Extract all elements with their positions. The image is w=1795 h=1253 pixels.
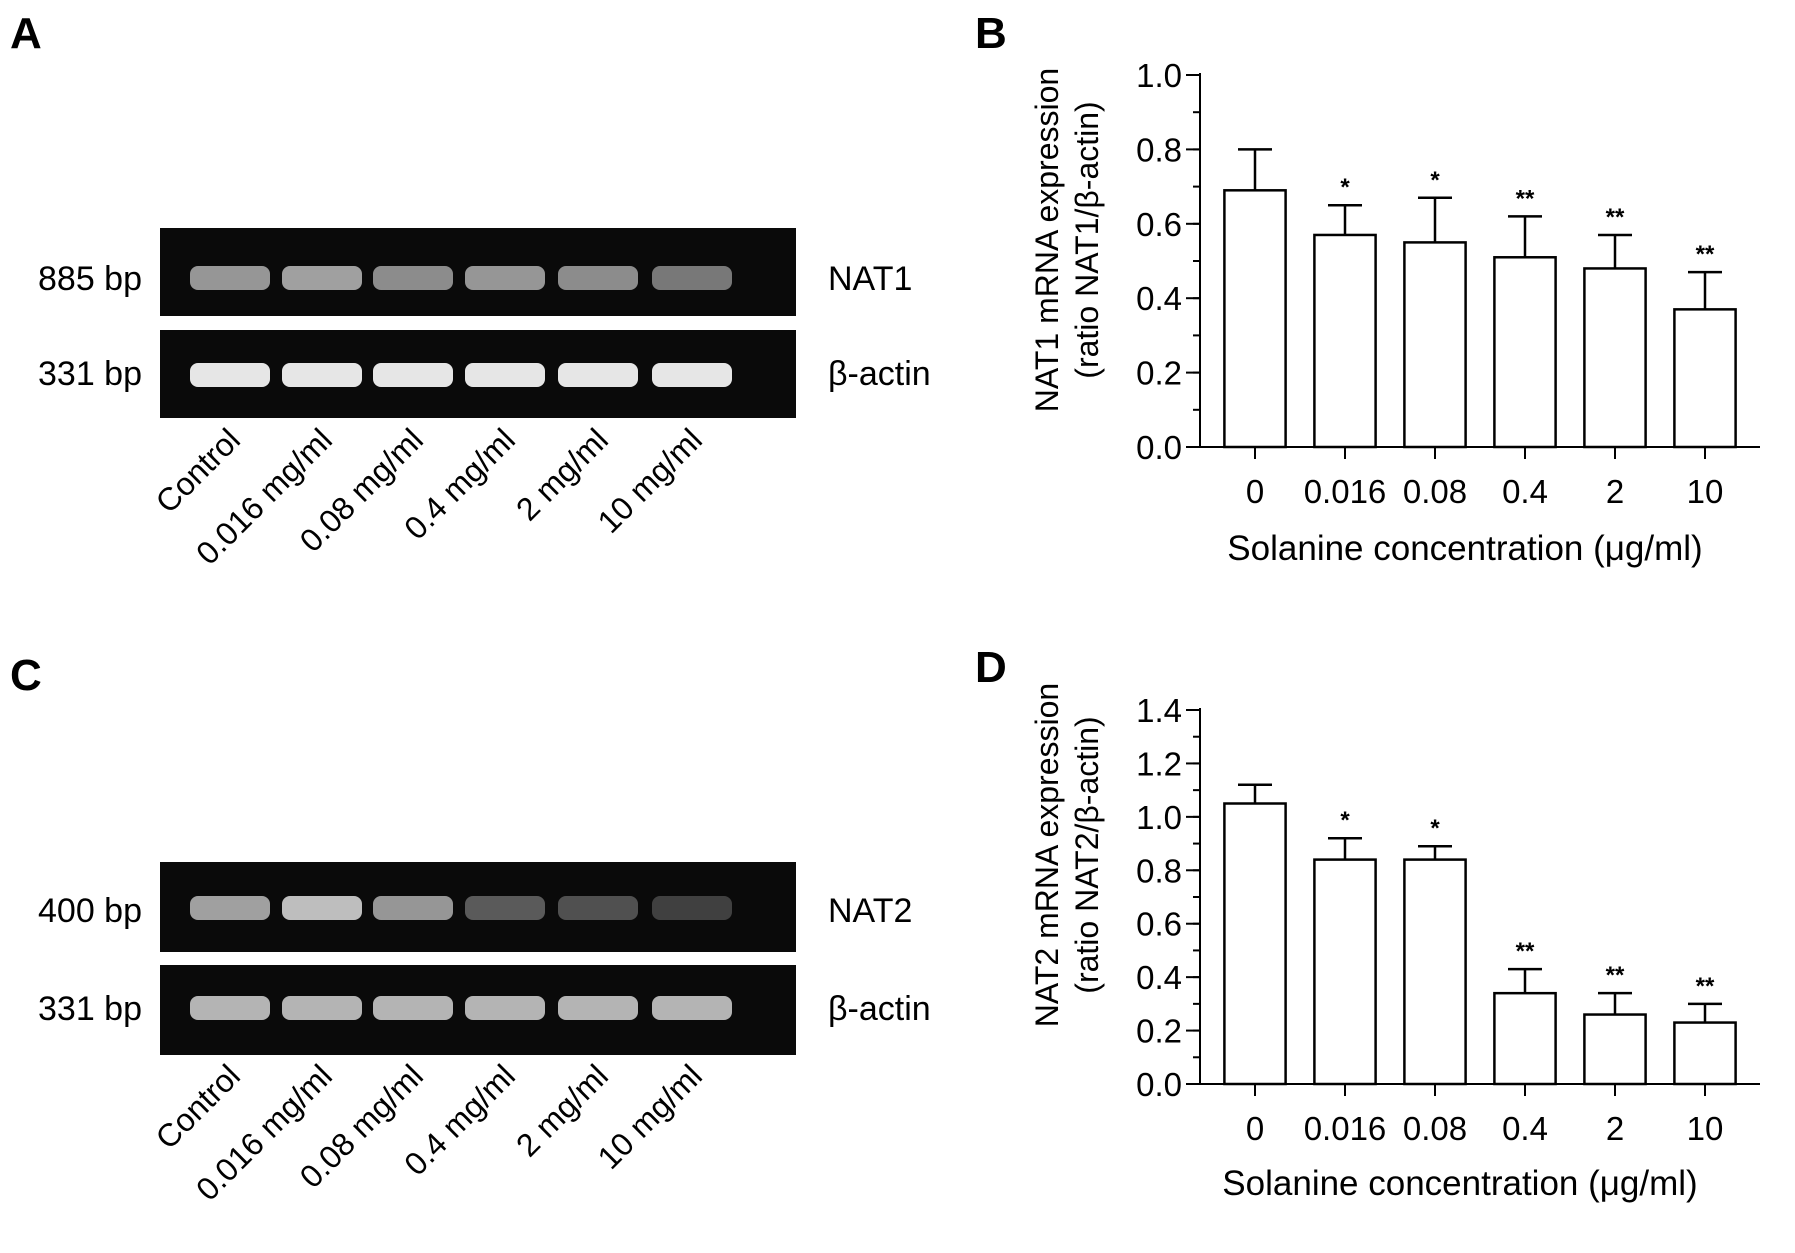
bar-b-0 <box>1223 189 1287 449</box>
bar-b-5 <box>1673 308 1737 449</box>
actin-a-band-4 <box>558 363 638 387</box>
x-axis-title-b: Solanine concentration (μg/ml) <box>1227 529 1702 568</box>
significance-label-b-3: ** <box>1516 185 1535 212</box>
gel-panel-c: 400 bp 331 bp NAT2 β-actin Control0.016 … <box>38 862 931 1207</box>
actin-c-band-3 <box>465 996 545 1020</box>
bar-d-3 <box>1493 991 1557 1086</box>
nat2-band-1 <box>282 896 362 920</box>
panel-letter-d: D <box>975 643 1007 692</box>
bar-b-1 <box>1313 233 1377 449</box>
actin-c-band-5 <box>652 996 732 1020</box>
x-tick-label-d-1: 0.016 <box>1304 1110 1387 1147</box>
y-tick-label-b-5: 1.0 <box>1136 57 1182 94</box>
nat2-band-3 <box>465 896 545 920</box>
nat1-band-4 <box>558 266 638 290</box>
actin-a-band-5 <box>652 363 732 387</box>
significance-label-d-3: ** <box>1516 938 1535 965</box>
significance-label-d-4: ** <box>1606 962 1625 989</box>
significance-label-b-2: * <box>1430 167 1440 194</box>
gene-label-actin-c: β-actin <box>828 990 931 1028</box>
y-tick-label-d-2: 0.4 <box>1136 959 1182 996</box>
bar-d-1 <box>1313 858 1377 1086</box>
y-tick-label-d-7: 1.4 <box>1136 692 1182 729</box>
y-tick-label-b-3: 0.6 <box>1136 206 1182 243</box>
y-axis-title-line2-d: (ratio NAT2/β-actin) <box>1069 716 1105 993</box>
y-axis-title-line2-b: (ratio NAT1/β-actin) <box>1069 101 1105 378</box>
x-tick-label-d-3: 0.4 <box>1502 1110 1548 1147</box>
size-label-actin-c: 331 bp <box>38 990 142 1028</box>
lane-label-C-5: 10 mg/ml <box>590 1057 709 1176</box>
actin-a-band-2 <box>373 363 453 387</box>
nat1-band-1 <box>282 266 362 290</box>
y-tick-label-d-4: 0.8 <box>1136 852 1182 889</box>
nat2-band-4 <box>558 896 638 920</box>
gene-label-nat2: NAT2 <box>828 892 912 930</box>
bar-d-2 <box>1403 858 1467 1086</box>
nat1-band-3 <box>465 266 545 290</box>
panel-letter-b: B <box>975 9 1007 58</box>
bar-d-0 <box>1223 802 1287 1086</box>
x-tick-label-b-1: 0.016 <box>1304 473 1387 510</box>
bar-b-2 <box>1403 241 1467 449</box>
x-tick-label-d-0: 0 <box>1246 1110 1264 1147</box>
bar-d-4 <box>1583 1013 1647 1086</box>
y-tick-label-d-3: 0.6 <box>1136 906 1182 943</box>
significance-label-b-5: ** <box>1696 241 1715 268</box>
gel-panel-a: 885 bp 331 bp NAT1 β-actin Control0.016 … <box>38 228 931 571</box>
y-tick-label-b-2: 0.4 <box>1136 280 1182 317</box>
nat2-band-5 <box>652 896 732 920</box>
panel-letter-c: C <box>10 651 42 700</box>
nat1-band-0 <box>190 266 270 290</box>
significance-label-b-4: ** <box>1606 204 1625 231</box>
gene-label-nat1: NAT1 <box>828 260 912 298</box>
x-tick-label-b-5: 10 <box>1687 473 1724 510</box>
y-tick-label-b-0: 0.0 <box>1136 429 1182 466</box>
x-tick-label-d-5: 10 <box>1687 1110 1724 1147</box>
x-tick-label-d-2: 0.08 <box>1403 1110 1467 1147</box>
y-tick-label-b-4: 0.8 <box>1136 131 1182 168</box>
bar-chart-d: NAT2 mRNA expression (ratio NAT2/β-actin… <box>1029 683 1760 1203</box>
actin-a-band-1 <box>282 363 362 387</box>
y-axis-title-line1-d: NAT2 mRNA expression <box>1029 683 1065 1027</box>
nat2-band-2 <box>373 896 453 920</box>
lane-label-A-5: 10 mg/ml <box>590 421 709 540</box>
size-label-nat2: 400 bp <box>38 892 142 930</box>
nat1-band-5 <box>652 266 732 290</box>
y-tick-label-d-1: 0.2 <box>1136 1013 1182 1050</box>
x-tick-label-b-3: 0.4 <box>1502 473 1548 510</box>
significance-label-d-2: * <box>1430 815 1440 842</box>
nat1-band-2 <box>373 266 453 290</box>
actin-c-band-4 <box>558 996 638 1020</box>
y-tick-label-b-1: 0.2 <box>1136 355 1182 392</box>
actin-c-band-1 <box>282 996 362 1020</box>
gene-label-actin-a: β-actin <box>828 355 931 393</box>
significance-label-b-1: * <box>1340 174 1350 201</box>
y-tick-label-d-6: 1.2 <box>1136 745 1182 782</box>
x-tick-label-b-2: 0.08 <box>1403 473 1467 510</box>
actin-c-band-2 <box>373 996 453 1020</box>
y-tick-label-d-0: 0.0 <box>1136 1066 1182 1103</box>
significance-label-d-5: ** <box>1696 973 1715 1000</box>
x-tick-label-d-4: 2 <box>1606 1110 1624 1147</box>
x-tick-label-b-4: 2 <box>1606 473 1624 510</box>
significance-label-d-1: * <box>1340 807 1350 834</box>
size-label-actin-a: 331 bp <box>38 355 142 393</box>
bar-b-4 <box>1583 267 1647 449</box>
size-label-nat1: 885 bp <box>38 260 142 298</box>
actin-a-band-0 <box>190 363 270 387</box>
bar-b-3 <box>1493 256 1557 449</box>
y-axis-title-line1-b: NAT1 mRNA expression <box>1029 68 1065 412</box>
actin-c-band-0 <box>190 996 270 1020</box>
bar-chart-b: NAT1 mRNA expression (ratio NAT1/β-actin… <box>1029 57 1760 568</box>
nat2-band-0 <box>190 896 270 920</box>
actin-a-band-3 <box>465 363 545 387</box>
panel-letter-a: A <box>10 9 42 58</box>
bar-d-5 <box>1673 1021 1737 1086</box>
x-axis-title-d: Solanine concentration (μg/ml) <box>1222 1164 1697 1203</box>
y-tick-label-d-5: 1.0 <box>1136 799 1182 836</box>
x-tick-label-b-0: 0 <box>1246 473 1264 510</box>
